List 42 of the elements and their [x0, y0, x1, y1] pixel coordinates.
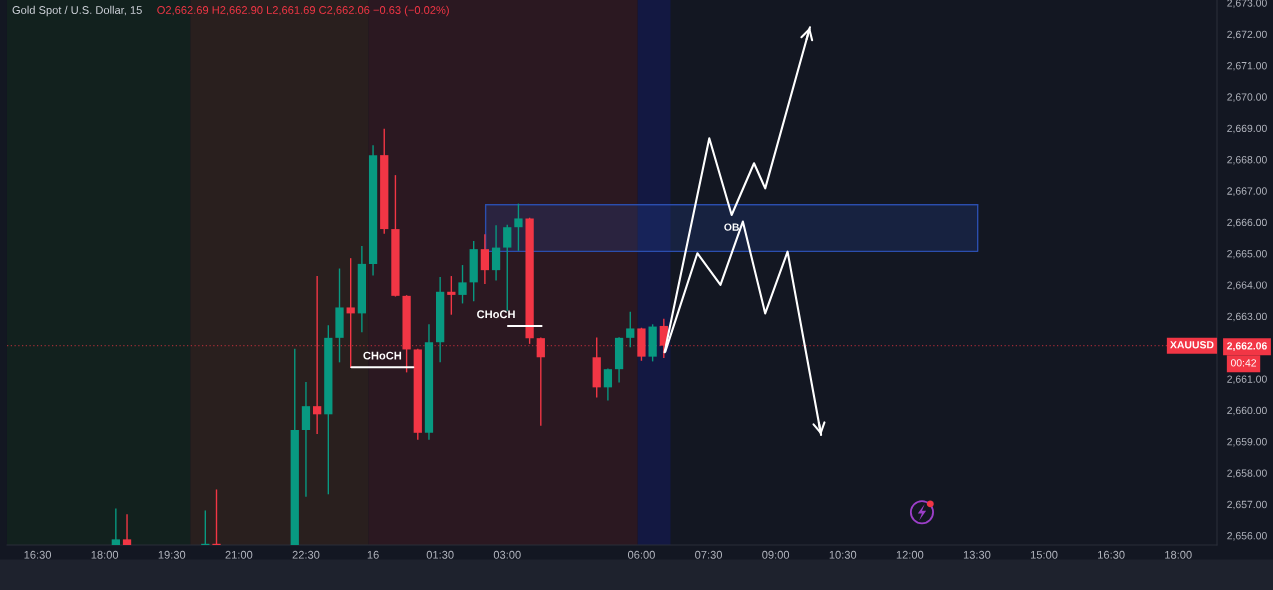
x-tick-label: 03:00: [493, 550, 521, 559]
y-tick-label: 2,661.00: [1227, 375, 1267, 385]
x-tick-label: 16:30: [1098, 550, 1125, 559]
y-tick-label: 2,660.00: [1227, 406, 1267, 416]
y-tick-label: 2,672.00: [1227, 30, 1267, 40]
y-tick-label: 2,670.00: [1227, 93, 1267, 102]
x-tick-label: 22:30: [292, 550, 320, 559]
chart-subtitle: O2,662.69 H2,662.90 L2,661.69 C2,662.06 −0.63 (−0.02%): [157, 5, 449, 17]
x-tick-label: 18:00: [1165, 550, 1192, 559]
series-label: CHoCH: [477, 310, 515, 319]
y-tick-label: 2,673.00: [1227, 0, 1267, 8]
y-tick-label: 2,665.00: [1227, 250, 1267, 259]
y-tick-label: 2,667.00: [1227, 187, 1267, 196]
ref-line-label: XAUUSD: [1170, 341, 1214, 349]
x-tick-label: 09:00: [762, 550, 790, 559]
y-tick-label: 2,663.00: [1227, 312, 1267, 322]
y-tick-label: 2,668.00: [1227, 156, 1267, 165]
x-tick-label: 13:30: [963, 550, 991, 559]
x-tick-label: 10:30: [829, 550, 857, 559]
x-tick-label: 18:00: [91, 550, 119, 559]
x-tick-label: 21:00: [225, 550, 253, 559]
x-tick-label: 19:30: [158, 550, 186, 559]
y-tick-label: 2,658.00: [1227, 469, 1267, 479]
x-tick-label: 01:30: [426, 550, 454, 559]
y-tick-label: 2,657.00: [1227, 500, 1267, 510]
y-tick-label: 2,666.00: [1227, 218, 1267, 228]
x-tick-label: 06:00: [627, 550, 655, 559]
y-tick-label: 2,664.00: [1227, 281, 1267, 290]
x-tick-label: 16:30: [24, 550, 52, 559]
x-tick-label: 16: [367, 550, 379, 559]
x-tick-label: 15:00: [1030, 550, 1058, 559]
y-tick-label: 2,659.00: [1227, 438, 1267, 447]
chart-title: Gold Spot / U.S. Dollar, 15: [12, 5, 142, 17]
text: 00:42: [1230, 359, 1257, 367]
series-label: CHoCH: [363, 351, 402, 360]
y-tick-label: 2,669.00: [1227, 124, 1267, 134]
y-tick-label: 2,656.00: [1227, 532, 1267, 541]
y-tick-label: 2,671.00: [1227, 62, 1267, 71]
x-tick-label: 12:00: [896, 550, 924, 559]
y-tick-label: 2,662.06: [1227, 342, 1267, 352]
x-tick-label: 07:30: [695, 550, 723, 559]
series-label: OB: [724, 223, 739, 231]
